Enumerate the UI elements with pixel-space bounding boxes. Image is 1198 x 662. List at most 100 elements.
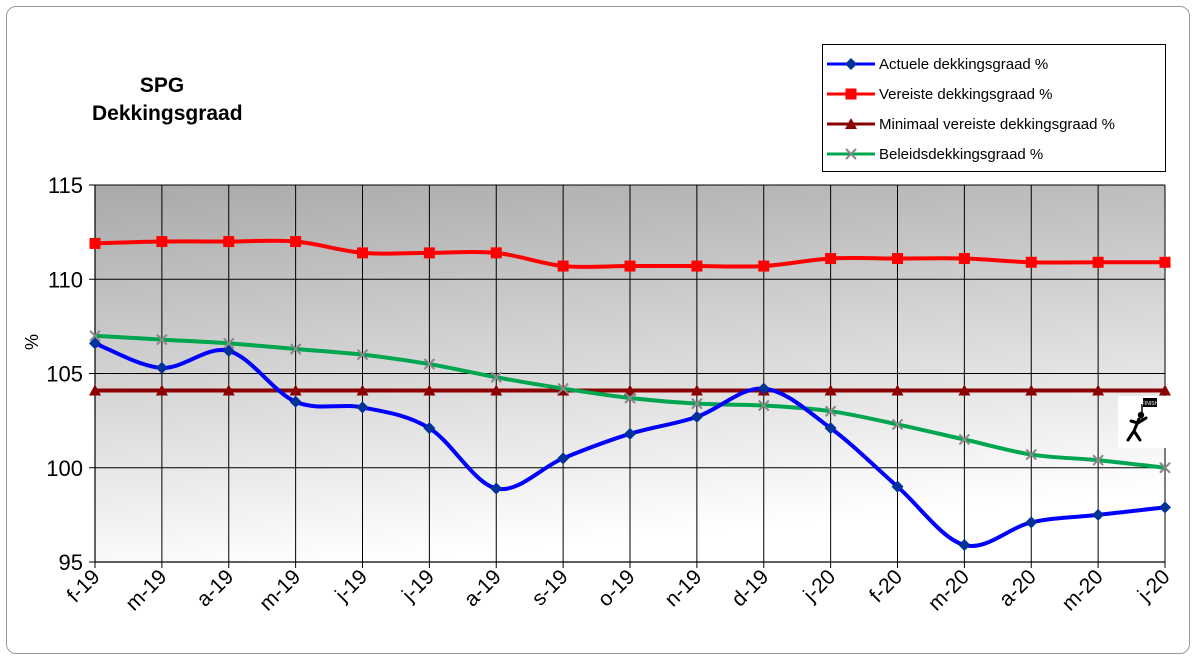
legend-item-actuele: Actuele dekkingsgraad % bbox=[825, 53, 1163, 75]
legend-item-vereiste: Vereiste dekkingsgraad % bbox=[825, 83, 1163, 105]
data-point bbox=[690, 410, 703, 423]
data-point bbox=[824, 422, 837, 435]
series-2 bbox=[89, 236, 1171, 272]
data-point bbox=[1092, 454, 1104, 466]
data-point bbox=[490, 371, 502, 383]
legend-item-minimaal: Minimaal vereiste dekkingsgraad % bbox=[825, 113, 1163, 135]
y-tick-label: 95 bbox=[59, 550, 83, 575]
x-tick-label: n-19 bbox=[660, 565, 706, 611]
data-point bbox=[490, 384, 503, 396]
legend-label-beleids: Beleidsdekkingsgraad % bbox=[879, 146, 1044, 163]
data-point bbox=[89, 384, 101, 396]
legend-item-beleids: Beleidsdekkingsgraad % bbox=[825, 143, 1163, 165]
data-point bbox=[222, 344, 235, 357]
data-point bbox=[290, 236, 302, 248]
data-point bbox=[824, 384, 837, 396]
data-point bbox=[757, 382, 770, 395]
data-point bbox=[557, 382, 569, 395]
series-1 bbox=[89, 337, 1171, 552]
x-tick-label: f-20 bbox=[865, 565, 907, 607]
data-point bbox=[89, 337, 101, 350]
data-point bbox=[289, 343, 302, 355]
chart-title: SPG Dekkingsgraad bbox=[92, 72, 243, 128]
data-point bbox=[557, 260, 569, 272]
data-point bbox=[289, 384, 302, 396]
x-tick-label: m-19 bbox=[121, 565, 171, 615]
data-point bbox=[1025, 384, 1038, 396]
data-point bbox=[289, 395, 302, 408]
data-point bbox=[691, 397, 703, 410]
data-point bbox=[155, 361, 168, 374]
finish-runner-icon: FINISH bbox=[1118, 396, 1166, 448]
data-point bbox=[892, 253, 903, 265]
data-point bbox=[222, 384, 235, 396]
data-point bbox=[357, 247, 368, 259]
data-point bbox=[891, 480, 904, 493]
data-point bbox=[1025, 448, 1037, 461]
data-point bbox=[1159, 256, 1171, 268]
x-tick-label: a-19 bbox=[192, 565, 238, 611]
x-tick-label: s-19 bbox=[528, 565, 573, 610]
y-tick-label: 115 bbox=[48, 173, 83, 198]
data-point bbox=[89, 330, 101, 342]
data-point bbox=[423, 247, 435, 259]
data-point bbox=[758, 260, 770, 272]
data-point bbox=[156, 333, 168, 346]
x-tick-label: m-20 bbox=[924, 565, 974, 615]
legend-swatch-minimaal bbox=[827, 118, 875, 129]
legend-label-actuele: Actuele dekkingsgraad % bbox=[879, 56, 1049, 73]
data-point bbox=[1092, 508, 1105, 521]
data-point bbox=[1159, 384, 1171, 396]
data-point bbox=[624, 384, 636, 396]
data-point bbox=[1092, 256, 1104, 268]
data-point bbox=[891, 384, 904, 396]
data-point bbox=[557, 452, 570, 465]
data-point bbox=[155, 384, 168, 396]
legend-label-vereiste: Vereiste dekkingsgraad % bbox=[879, 86, 1053, 103]
data-point bbox=[1025, 516, 1038, 529]
data-point bbox=[1159, 501, 1171, 514]
data-point bbox=[423, 384, 436, 396]
data-point bbox=[223, 236, 235, 248]
y-tick-label: 110 bbox=[48, 267, 83, 292]
series-4 bbox=[89, 330, 1171, 474]
data-point bbox=[825, 253, 837, 265]
data-point bbox=[691, 260, 703, 272]
y-tick-label: 100 bbox=[46, 456, 83, 481]
x-tick-label: m-20 bbox=[1058, 565, 1108, 615]
data-point bbox=[624, 392, 636, 404]
data-point bbox=[758, 399, 770, 412]
x-tick-label: a-19 bbox=[460, 565, 506, 611]
x-tick-label: j-20 bbox=[798, 565, 840, 607]
y-axis-title: % bbox=[22, 334, 42, 350]
data-point bbox=[624, 427, 636, 440]
finish-flag-text: FINISH bbox=[1142, 401, 1159, 407]
x-tick-label: d-19 bbox=[727, 565, 773, 611]
data-point bbox=[1025, 256, 1037, 268]
data-point bbox=[891, 418, 904, 431]
legend-swatch-actuele bbox=[827, 58, 875, 70]
chart-title-line-1: SPG bbox=[139, 74, 185, 97]
data-point bbox=[423, 422, 436, 435]
data-point bbox=[423, 358, 436, 370]
data-point bbox=[958, 384, 971, 396]
data-point bbox=[690, 384, 703, 396]
data-point bbox=[356, 348, 369, 361]
chart-legend: Actuele dekkingsgraad % Vereiste dekking… bbox=[822, 44, 1166, 172]
data-point bbox=[223, 337, 235, 350]
x-tick-label: m-19 bbox=[255, 565, 305, 615]
data-point bbox=[824, 405, 837, 417]
x-tick-label: j-20 bbox=[1133, 565, 1175, 607]
x-tick-label: o-19 bbox=[594, 565, 640, 611]
data-point bbox=[490, 247, 502, 259]
data-point bbox=[490, 482, 503, 495]
data-point bbox=[89, 237, 101, 249]
legend-swatch-vereiste bbox=[827, 88, 875, 100]
data-point bbox=[156, 236, 168, 248]
legend-swatch-beleids bbox=[827, 148, 875, 160]
data-point bbox=[958, 253, 970, 265]
data-point bbox=[624, 260, 636, 272]
data-point bbox=[958, 433, 971, 446]
data-point bbox=[1159, 462, 1171, 474]
